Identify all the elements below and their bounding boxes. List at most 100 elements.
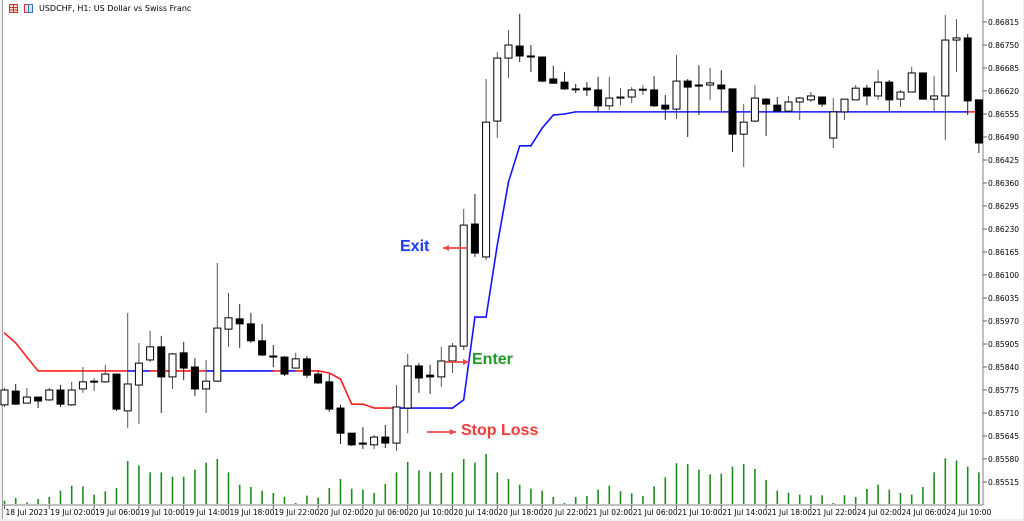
bull-candle (437, 360, 446, 378)
bear-candle (269, 355, 278, 358)
trend-line-segment (362, 403, 375, 409)
bear-candle (190, 366, 199, 390)
price-tick-label: 0.85970 (988, 317, 1019, 326)
bull-candle (123, 383, 132, 412)
bull-candle (706, 82, 715, 86)
bear-candle (963, 37, 972, 102)
price-tick-label: 0.86555 (988, 110, 1019, 119)
price-tick-label: 0.86750 (988, 41, 1019, 50)
price-tick-label: 0.86165 (988, 248, 1019, 257)
price-tick-label: 0.86295 (988, 202, 1019, 211)
bear-candle (414, 365, 423, 379)
stop-loss-label: Stop Loss (461, 422, 539, 439)
stop-loss-arrow-head (450, 429, 456, 435)
bull-candle (291, 358, 300, 369)
bear-candle (470, 223, 479, 254)
trend-line-segment (14, 342, 28, 358)
bull-candle (638, 88, 647, 91)
bear-candle (661, 104, 670, 110)
bear-candle (179, 352, 188, 369)
chart-title: USDCHF, H1: US Dollar vs Swiss Franc (39, 4, 192, 13)
bear-candle (56, 389, 65, 405)
price-tick-label: 0.86685 (988, 64, 1019, 73)
bull-candle (616, 96, 625, 99)
trend-line-segment (462, 316, 476, 401)
bull-candle (448, 345, 457, 362)
bear-candle (885, 81, 894, 101)
price-tick-label: 0.85775 (988, 386, 1019, 395)
price-tick-label: 0.86815 (988, 18, 1019, 27)
bear-candle (112, 373, 121, 410)
time-tick-label: 19 Jul 22:00 (274, 508, 319, 517)
price-tick-label: 0.85580 (988, 455, 1019, 464)
time-tick-label: 19 Jul 10:00 (140, 508, 185, 517)
trend-line-segment (317, 370, 331, 374)
bear-candle (235, 318, 244, 325)
bull-candle (134, 362, 143, 386)
bear-candle (515, 45, 524, 57)
bear-candle (862, 87, 871, 97)
price-tick-label: 0.86100 (988, 271, 1019, 280)
bull-candle (672, 80, 681, 110)
price-tick-label: 0.86490 (988, 133, 1019, 142)
bear-candle (582, 87, 591, 91)
time-tick-label: 20 Jul 10:00 (409, 508, 454, 517)
bull-candle (806, 95, 815, 101)
bull-candle (392, 406, 401, 444)
bear-candle (11, 390, 20, 405)
time-tick-label: 19 Jul 02:00 (50, 508, 95, 517)
time-tick-label: 24 Jul 02:00 (857, 508, 902, 517)
bull-candle (22, 396, 31, 404)
bull-candle (795, 97, 804, 103)
bear-candle (717, 84, 726, 90)
time-tick-label: 24 Jul 06:00 (902, 508, 947, 517)
price-tick-label: 0.85840 (988, 363, 1019, 372)
time-tick-label: 21 Jul 18:00 (767, 508, 812, 517)
bear-candle (336, 407, 345, 434)
bear-candle (694, 84, 703, 87)
enter-label: Enter (472, 351, 513, 368)
bear-candle (314, 373, 323, 384)
bull-candle (482, 121, 491, 258)
time-tick-label: 21 Jul 06:00 (633, 508, 678, 517)
bear-candle (818, 96, 827, 105)
bull-candle (874, 81, 883, 97)
chart-properties-icon[interactable] (24, 4, 33, 13)
time-tick-label: 24 Jul 10:00 (946, 508, 991, 517)
price-tick-label: 0.86035 (988, 294, 1019, 303)
time-tick-label: 20 Jul 02:00 (319, 508, 364, 517)
bull-candle (459, 224, 468, 347)
bull-candle (213, 327, 222, 382)
time-tick-label: 20 Jul 18:00 (498, 508, 543, 517)
time-tick-label: 19 Jul 18:00 (230, 508, 275, 517)
time-tick-label: 20 Jul 14:00 (454, 508, 499, 517)
bear-candle (683, 80, 692, 88)
time-tick-label: 21 Jul 10:00 (678, 508, 723, 517)
price-tick-label: 0.86230 (988, 225, 1019, 234)
bull-candle (78, 381, 87, 390)
bear-candle (549, 78, 558, 84)
bull-candle (739, 121, 748, 135)
bull-candle (627, 89, 636, 98)
bull-candle (146, 346, 155, 361)
bull-candle (504, 44, 513, 59)
bull-candle (45, 389, 54, 401)
price-tick-label: 0.85905 (988, 340, 1019, 349)
bear-candle (571, 88, 580, 91)
bear-candle (526, 55, 535, 58)
bear-candle (918, 72, 927, 100)
trend-line-segment (328, 372, 342, 380)
bear-candle (34, 396, 43, 402)
bear-candle (538, 56, 547, 82)
bear-candle (302, 358, 311, 376)
bear-candle (157, 346, 166, 378)
exit-label: Exit (400, 238, 430, 255)
bull-candle (0, 389, 9, 406)
price-tick-label: 0.85515 (988, 478, 1019, 487)
trend-line-segment (3, 332, 17, 344)
chart-window-icon[interactable] (9, 4, 18, 13)
price-tick-label: 0.85645 (988, 432, 1019, 441)
bull-candle (67, 389, 76, 406)
